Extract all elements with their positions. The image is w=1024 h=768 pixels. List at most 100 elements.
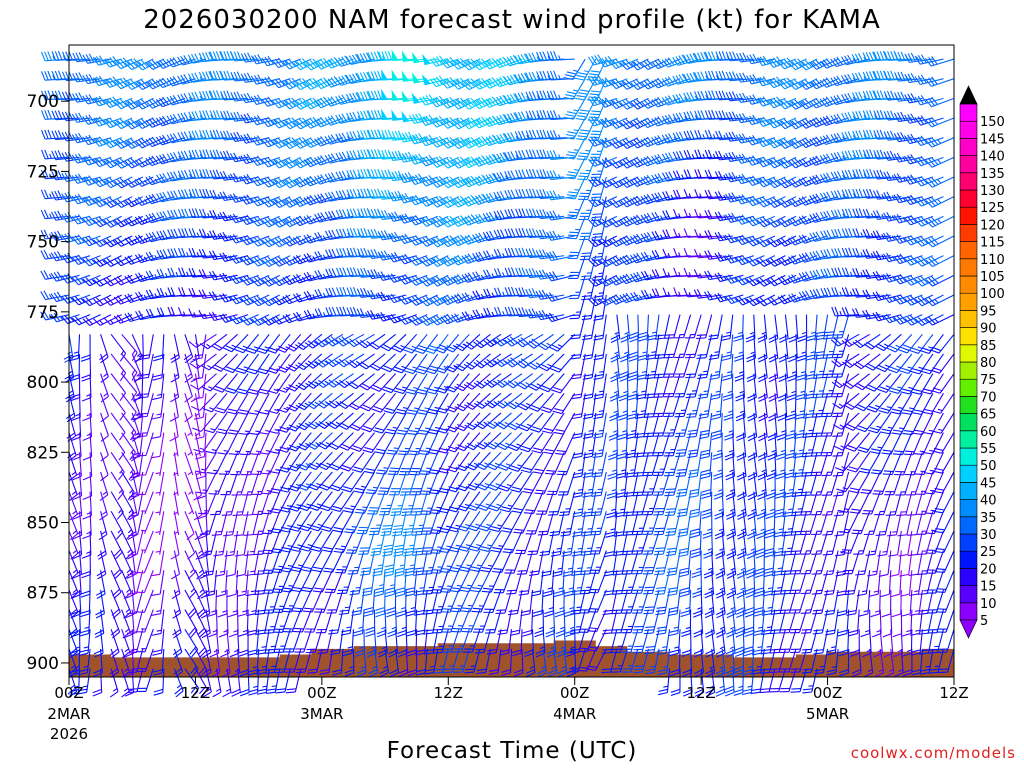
- wind-barb: [249, 412, 270, 436]
- barb-shaft: [121, 550, 133, 573]
- barb-flag: [351, 469, 362, 473]
- barb-flag: [258, 347, 268, 352]
- barb-flag: [266, 688, 276, 691]
- barb-flag: [363, 110, 369, 120]
- barb-shaft: [110, 432, 126, 453]
- barb-flag: [124, 62, 133, 71]
- barb-shaft: [271, 530, 281, 554]
- wind-barb: [100, 452, 109, 482]
- barb-shaft: [270, 511, 281, 534]
- barb-shaft: [159, 491, 165, 516]
- barb-half-flag: [358, 626, 364, 629]
- barb-flag: [63, 354, 73, 360]
- barb-flag: [68, 51, 74, 61]
- barb-shaft: [89, 294, 112, 307]
- barb-flag: [85, 94, 92, 104]
- barb-flag: [234, 554, 245, 557]
- wind-barb: [99, 471, 109, 501]
- barb-half-flag: [243, 366, 249, 369]
- barb-half-flag: [126, 140, 131, 145]
- wind-barb: [110, 570, 122, 599]
- barb-flag: [249, 388, 259, 392]
- barb-flag: [82, 75, 89, 84]
- barb-flag: [236, 593, 247, 597]
- barb-half-flag: [72, 510, 77, 515]
- barb-flag: [404, 567, 415, 571]
- barb-flag: [85, 115, 92, 124]
- wind-barb: [136, 668, 154, 693]
- barb-flag: [216, 593, 226, 598]
- barb-shaft: [135, 629, 144, 653]
- barb-flag: [363, 188, 369, 198]
- barb-shaft: [160, 373, 165, 398]
- barb-shaft: [131, 511, 137, 535]
- barb-shaft: [173, 432, 179, 457]
- barb-flag: [114, 101, 122, 110]
- barb-flag: [57, 70, 63, 80]
- barb-flag: [106, 296, 114, 305]
- barb-flag: [112, 588, 120, 597]
- wind-barb: [134, 570, 154, 594]
- barb-half-flag: [130, 449, 134, 454]
- barb-flag: [226, 411, 236, 415]
- barb-flag: [106, 277, 114, 285]
- barb-flag: [82, 54, 89, 64]
- barb-flag: [99, 494, 109, 501]
- barb-half-flag: [80, 278, 85, 283]
- barb-flag: [156, 99, 163, 108]
- barb-flag: [336, 267, 341, 277]
- wind-barb: [150, 412, 165, 439]
- barb-flag: [364, 606, 374, 611]
- barb-flag: [85, 277, 93, 285]
- barb-shaft: [78, 511, 83, 536]
- barb-flag: [80, 613, 90, 618]
- wind-barb: [136, 452, 154, 476]
- barb-flag: [311, 524, 321, 529]
- barb-flag: [384, 593, 395, 598]
- barb-flag: [116, 276, 125, 285]
- barb-half-flag: [232, 610, 238, 613]
- barb-flag: [255, 652, 266, 655]
- barb-half-flag: [164, 292, 168, 297]
- barb-shaft: [110, 511, 124, 533]
- barb-half-flag: [199, 589, 204, 594]
- barb-flag: [373, 71, 379, 81]
- barb-shaft: [100, 511, 108, 535]
- barb-flag: [265, 691, 276, 694]
- barb-flag: [127, 80, 136, 89]
- barb-flag: [263, 632, 274, 634]
- barb-shaft: [184, 570, 197, 592]
- wind-barb: [92, 196, 122, 208]
- barb-flag: [64, 294, 72, 303]
- barb-flag: [170, 229, 176, 239]
- barb-half-flag: [72, 589, 78, 594]
- barb-flag: [112, 56, 120, 65]
- barb-flag: [95, 96, 103, 106]
- barb-flag: [217, 428, 228, 432]
- barb-shaft: [143, 550, 154, 574]
- wind-barb: [135, 629, 154, 653]
- wind-barb: [222, 333, 249, 353]
- barb-flag: [247, 347, 257, 352]
- barb-half-flag: [137, 393, 143, 397]
- barb-shaft: [303, 373, 323, 391]
- barb-shaft: [131, 353, 143, 377]
- barb-flag: [156, 80, 164, 89]
- barb-flag: [56, 271, 63, 280]
- barb-flag: [54, 70, 60, 81]
- barb-half-flag: [104, 158, 109, 164]
- barb-flag: [127, 691, 137, 694]
- barb-flag: [286, 688, 297, 691]
- barb-half-flag: [190, 568, 195, 574]
- wind-barb: [135, 471, 154, 496]
- wind-barb: [99, 334, 109, 364]
- barb-shaft: [78, 255, 101, 266]
- wind-barb: [103, 76, 133, 88]
- barb-flag: [293, 607, 303, 610]
- barb-flag: [162, 96, 169, 105]
- barb-shaft: [159, 511, 165, 535]
- barb-flag: [162, 230, 169, 240]
- barb-flag: [74, 133, 81, 143]
- barb-flag: [138, 100, 146, 109]
- barb-flag: [166, 77, 173, 87]
